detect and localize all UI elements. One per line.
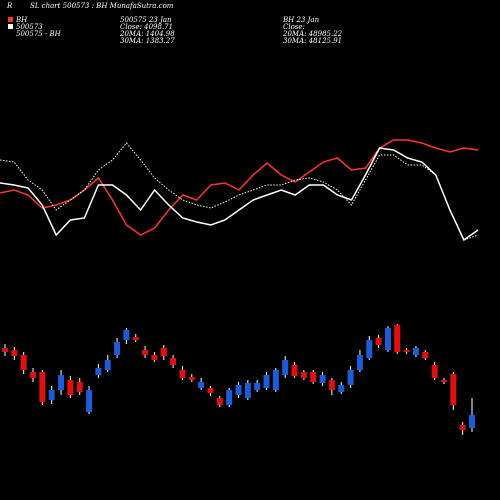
candle-body (403, 350, 410, 352)
info-left: 20MA: 1404.98 (119, 30, 175, 38)
candle-body (188, 377, 195, 380)
candle-body (300, 372, 307, 378)
candle-body (11, 350, 18, 356)
candle-body (328, 380, 335, 390)
candle-body (142, 350, 149, 355)
candle-body (244, 383, 251, 398)
info-left: 30MA: 1383.27 (120, 37, 175, 45)
candle-body (384, 328, 391, 350)
candle-body (431, 365, 438, 378)
candle-body (440, 380, 447, 382)
info-right: Close: (283, 23, 305, 31)
candle-body (394, 325, 401, 352)
candle-body (291, 365, 298, 376)
candle-body (356, 355, 363, 370)
legend-label: BH (15, 16, 28, 24)
candle-body (48, 390, 55, 400)
candle-body (422, 352, 429, 358)
candle-body (58, 375, 65, 390)
candle-body (151, 355, 158, 360)
info-left: 500575 23 Jan (120, 16, 172, 24)
info-left: Close: 4098.71 (120, 23, 173, 31)
candle-body (263, 375, 270, 388)
candle-body (375, 338, 382, 345)
candle-body (198, 382, 205, 388)
info-right: 20MA: 48985.22 (282, 30, 343, 38)
candle-body (338, 385, 345, 392)
candle-body (67, 380, 74, 395)
candle-body (347, 370, 354, 385)
legend-swatch (8, 24, 13, 29)
candle-body (207, 388, 214, 393)
corner-label: R (6, 2, 13, 10)
candle-body (2, 348, 8, 352)
candle-body (104, 360, 111, 370)
candle-body (235, 385, 242, 395)
candle-body (450, 374, 457, 405)
candle-body (132, 337, 139, 340)
candle-body (86, 390, 93, 412)
candle-body (282, 360, 289, 375)
candle-body (216, 398, 223, 405)
candle-body (39, 372, 46, 402)
candle-body (160, 348, 167, 356)
candle-body (226, 390, 233, 405)
candle-body (170, 358, 177, 365)
candle-body (310, 372, 317, 382)
chart-title: SL chart 500573 : BH MunafaSutra.com (30, 2, 174, 10)
candle-body (179, 370, 186, 378)
candle-body (366, 340, 373, 358)
candle-body (459, 425, 466, 430)
candle-body (272, 370, 279, 390)
candle-body (95, 368, 102, 375)
info-right: 30MA: 48125.91 (283, 37, 342, 45)
candle-body (469, 415, 475, 428)
candle-body (76, 382, 83, 392)
line-series (0, 147, 479, 242)
candle-body (123, 330, 130, 340)
candle-body (30, 372, 37, 378)
line-series (0, 139, 479, 236)
candle-body (412, 348, 419, 355)
candle-body (20, 355, 27, 370)
legend-swatch (8, 17, 13, 22)
candle-body (319, 375, 326, 383)
candle-body (114, 342, 121, 355)
line-series (0, 142, 479, 241)
legend-label: 500575 - BH (16, 30, 62, 38)
legend-label: 500573 (16, 23, 43, 31)
info-right: BH 23 Jan (282, 16, 320, 24)
candle-body (254, 383, 261, 390)
